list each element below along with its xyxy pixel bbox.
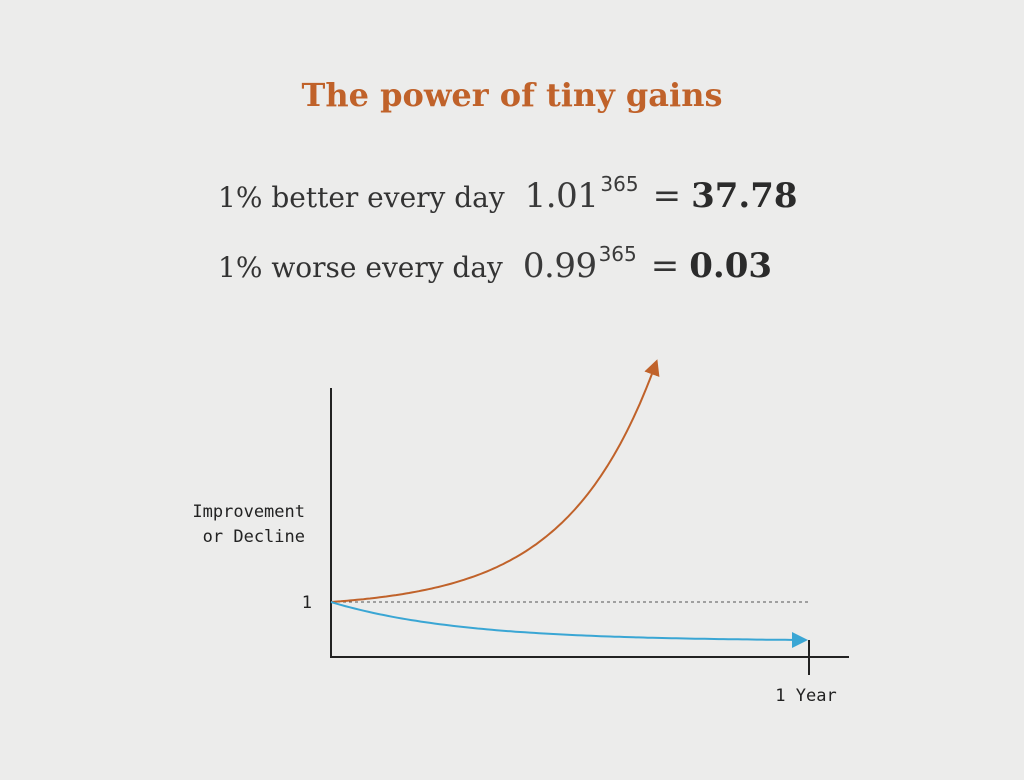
equation-exponent: 365 xyxy=(598,242,637,266)
equation-better: 1% better every day 1.01 365 = 37.78 xyxy=(218,172,798,216)
equals-sign: = xyxy=(652,176,682,216)
improvement-series-line xyxy=(330,359,660,603)
equation-base: 0.99 xyxy=(522,246,597,286)
equation-result: 37.78 xyxy=(691,176,798,216)
y-axis-label-line1: Improvement xyxy=(192,502,305,522)
equation-base: 1.01 xyxy=(524,176,599,216)
equation-result: 0.03 xyxy=(689,246,773,286)
equation-phrase: 1% better every day xyxy=(218,181,505,214)
page-title: The power of tiny gains xyxy=(301,76,723,114)
equation-phrase: 1% worse every day xyxy=(218,251,503,284)
x-tick-label: 1 Year xyxy=(775,686,836,706)
y-tick-label: 1 xyxy=(302,593,312,613)
equals-sign: = xyxy=(650,246,680,286)
y-axis-label-line2: or Decline xyxy=(203,527,305,547)
decline-series-line xyxy=(330,601,808,648)
equation-worse: 1% worse every day 0.99 365 = 0.03 xyxy=(218,242,773,286)
equation-exponent: 365 xyxy=(600,172,639,196)
